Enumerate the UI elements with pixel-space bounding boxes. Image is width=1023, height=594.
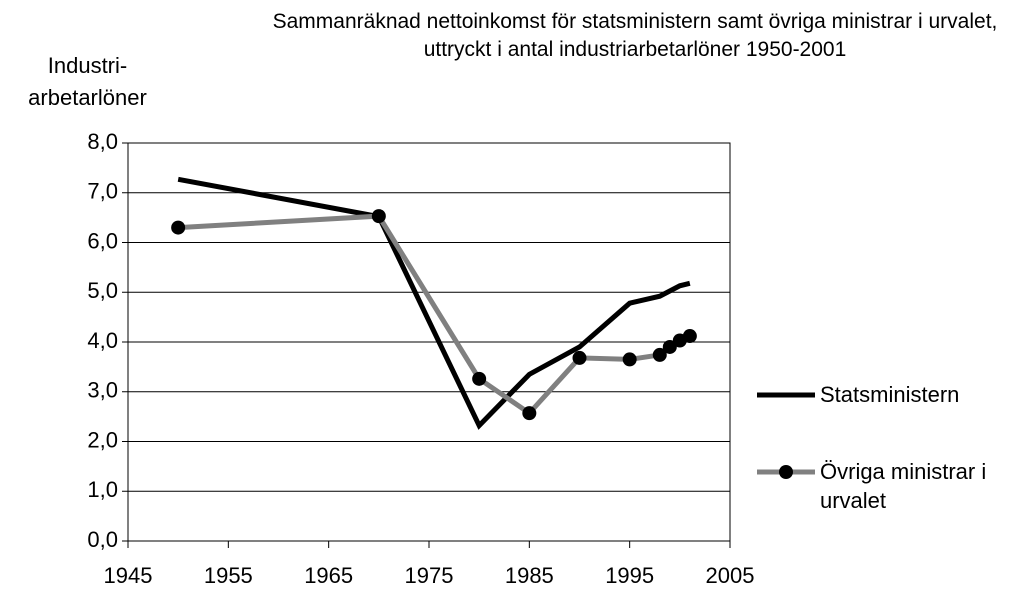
y-axis-label: Industri-arbetarlöner [28,53,147,110]
series-line [177,176,691,430]
y-tick-label: 0,0 [87,527,118,552]
point [371,209,386,224]
point [622,352,637,367]
y-tick-label: 6,0 [87,228,118,253]
legend-marker [779,465,793,479]
x-tick-label: 1995 [605,563,654,588]
y-tick-label: 4,0 [87,328,118,353]
legend-label: Övriga ministrar i urvalet [820,459,987,513]
x-tick-label: 2005 [706,563,755,588]
point [472,371,487,386]
chart-title: Sammanräknad nettoinkomst för statsminis… [272,10,998,61]
y-tick-label: 1,0 [87,477,118,502]
x-tick-label: 1975 [405,563,454,588]
x-tick-label: 1945 [104,563,153,588]
point [662,339,677,354]
legend-label: Statsministern [820,382,960,407]
x-tick-label: 1985 [505,563,554,588]
y-tick-label: 7,0 [87,179,118,204]
point [522,406,537,421]
y-tick-label: 3,0 [87,378,118,403]
plot-border [127,142,731,542]
y-tick-label: 2,0 [87,427,118,452]
point [572,350,587,365]
y-tick-label: 5,0 [87,278,118,303]
point [652,347,667,362]
y-tick-label: 8,0 [87,129,118,154]
point [171,220,186,235]
x-tick-label: 1955 [204,563,253,588]
point [682,329,697,344]
x-tick-label: 1965 [304,563,353,588]
